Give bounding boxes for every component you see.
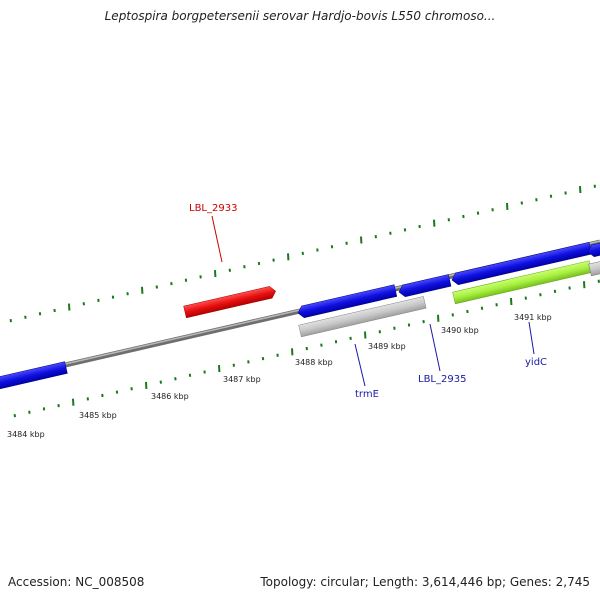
forward-strand-genes bbox=[183, 239, 600, 319]
tick-labels: 3484 kbp 3485 kbp 3486 kbp 3487 kbp 3488… bbox=[7, 313, 552, 439]
gene-label-trme[interactable]: trmE bbox=[355, 389, 379, 400]
tick-label-3490: 3490 kbp bbox=[441, 326, 479, 335]
gene-forward-3[interactable] bbox=[451, 242, 593, 286]
genome-stats: Topology: circular; Length: 3,614,446 bp… bbox=[260, 575, 590, 589]
tick-label-3491: 3491 kbp bbox=[514, 313, 552, 322]
gene-forward-1[interactable] bbox=[297, 284, 398, 319]
tick-label-3489: 3489 kbp bbox=[368, 342, 406, 351]
gene-forward-4[interactable] bbox=[587, 239, 600, 257]
tick-label-3487: 3487 kbp bbox=[223, 375, 261, 384]
reverse-strand-genes bbox=[0, 259, 600, 392]
map-title: Leptospira borgpetersenii serovar Hardjo… bbox=[104, 9, 496, 23]
gene-trme[interactable] bbox=[298, 296, 427, 338]
tick-label-3486: 3486 kbp bbox=[151, 392, 189, 401]
gene-reverse-left[interactable] bbox=[0, 361, 68, 392]
upper-tick-track bbox=[9, 184, 596, 323]
gene-label-yidc[interactable]: yidC bbox=[525, 357, 547, 368]
gene-label-lbl-2935-group: LBL_2935 bbox=[418, 323, 466, 385]
lower-tick-track bbox=[13, 279, 600, 418]
gene-label-lbl-2933-group: LBL_2933 bbox=[189, 203, 237, 263]
tick-label-3484: 3484 kbp bbox=[7, 430, 45, 439]
tick-label-3488: 3488 kbp bbox=[295, 358, 333, 367]
gene-label-trme-group: trmE bbox=[354, 343, 379, 400]
gene-forward-2[interactable] bbox=[398, 274, 452, 297]
tick-label-3485: 3485 kbp bbox=[79, 411, 117, 420]
gene-label-lbl-2935[interactable]: LBL_2935 bbox=[418, 374, 466, 385]
gene-label-lbl-2933[interactable]: LBL_2933 bbox=[189, 203, 237, 214]
accession-label: Accession: NC_008508 bbox=[8, 575, 145, 589]
gene-reverse-right[interactable] bbox=[588, 259, 600, 277]
gene-lbl-2933[interactable] bbox=[183, 285, 277, 319]
gene-label-yidc-group: yidC bbox=[525, 321, 547, 368]
